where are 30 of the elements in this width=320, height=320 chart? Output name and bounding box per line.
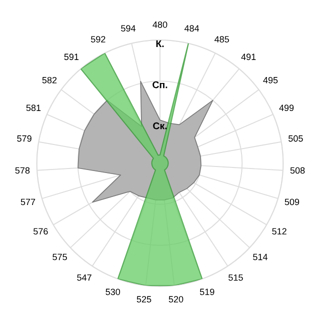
y-tick-label: Ск. bbox=[153, 122, 167, 130]
y-tick-label: К. bbox=[156, 40, 164, 48]
spoke-label: 577 bbox=[20, 198, 36, 206]
spoke-label: 576 bbox=[34, 228, 48, 235]
y-tick-label: Сп. bbox=[152, 81, 168, 88]
spoke-label: 594 bbox=[121, 25, 136, 32]
spoke-label: 485 bbox=[214, 36, 229, 42]
spoke-label: 484 bbox=[184, 25, 200, 32]
spoke-label: 581 bbox=[26, 104, 41, 112]
spoke-label: 578 bbox=[15, 167, 30, 174]
spoke-label: 575 bbox=[52, 254, 67, 260]
spoke-label: 480 bbox=[152, 21, 168, 28]
spoke-label: 499 bbox=[279, 104, 294, 112]
spoke-label: 495 bbox=[263, 76, 278, 84]
spoke-label: 514 bbox=[253, 254, 268, 260]
spoke-label: 592 bbox=[90, 36, 106, 42]
spoke-label: 512 bbox=[272, 228, 286, 235]
spoke-label: 515 bbox=[228, 274, 243, 281]
spoke-label: 547 bbox=[77, 274, 92, 281]
spoke-label: 530 bbox=[106, 288, 120, 296]
spoke-label: 591 bbox=[64, 54, 79, 60]
spoke-label: 508 bbox=[290, 167, 305, 174]
spoke-label: 525 bbox=[136, 296, 152, 302]
spoke-label: 505 bbox=[288, 135, 303, 142]
spoke-label: 520 bbox=[168, 296, 184, 302]
spoke-label: 491 bbox=[241, 54, 256, 60]
spoke-label: 579 bbox=[17, 135, 32, 142]
spoke-label: 582 bbox=[42, 76, 57, 84]
spoke-label: 519 bbox=[200, 288, 214, 296]
spoke-label: 509 bbox=[284, 198, 300, 206]
